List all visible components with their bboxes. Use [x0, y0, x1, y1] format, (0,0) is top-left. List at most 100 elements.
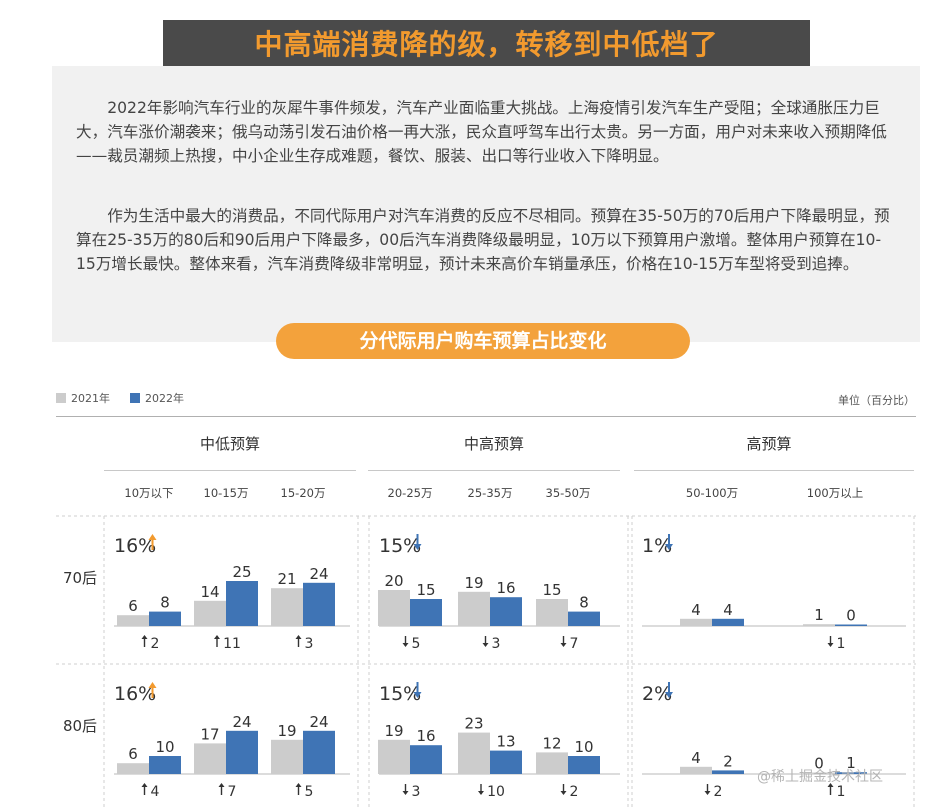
group-header-mid-low: 中低预算 [199, 435, 260, 453]
category-label: 25-35万 [467, 486, 513, 500]
bar-2022 [835, 624, 867, 626]
data-label-2022: 16 [416, 727, 435, 745]
group-divider [634, 470, 914, 471]
bar-2021 [536, 752, 568, 774]
bar-2022 [712, 770, 744, 774]
data-label-2022: 2 [723, 752, 733, 770]
data-label-2021: 19 [464, 574, 483, 592]
legend-swatch-2021 [56, 393, 66, 403]
unit-label: 单位（百分比） [838, 394, 915, 407]
change-label: 2 [714, 784, 723, 800]
group-divider [104, 470, 356, 471]
generation-label: 70后 [63, 569, 97, 587]
category-label: 20-25万 [387, 486, 433, 500]
legend-item-2022: 2022年 [130, 390, 184, 406]
arrow-down-icon [665, 544, 673, 550]
bar-2022 [835, 772, 867, 774]
category-label: 10-15万 [203, 486, 249, 500]
summary-value: 2% [642, 683, 672, 705]
watermark: @稀土掘金技术社区 [757, 769, 883, 785]
change-label: 3 [305, 636, 314, 652]
data-label-2022: 24 [309, 713, 328, 731]
bar-2022 [568, 756, 600, 774]
chart-title: 分代际用户购车预算占比变化 [276, 323, 690, 359]
data-label-2022: 0 [846, 607, 856, 625]
category-label: 15-20万 [280, 486, 326, 500]
data-label-2021: 14 [200, 583, 219, 601]
arrow-down-icon [704, 791, 711, 795]
bar-2021 [378, 590, 410, 626]
arrow-up-icon [141, 783, 148, 787]
bar-2021 [194, 600, 226, 626]
change-label: 3 [492, 636, 501, 652]
change-label: 2 [570, 784, 579, 800]
arrow-up-icon [214, 635, 220, 639]
intro-panel: 2022年影响汽车行业的灰犀牛事件频发，汽车产业面临重大挑战。上海疫情引发汽车生… [52, 66, 920, 342]
bar-2021 [271, 739, 303, 774]
data-label-2021: 23 [464, 715, 483, 733]
change-label: 4 [151, 784, 160, 800]
bar-2022 [568, 611, 600, 626]
summary-value: 1% [642, 535, 672, 557]
change-label: 11 [223, 636, 241, 652]
legend-label-2021: 2021年 [71, 392, 110, 405]
arrow-up-icon [218, 783, 225, 787]
bar-2022 [226, 730, 258, 774]
bar-2021 [680, 618, 712, 626]
arrow-down-icon [413, 544, 422, 550]
bar-2022 [490, 597, 522, 626]
arrow-up-icon [295, 635, 302, 639]
bar-2021 [458, 591, 490, 626]
data-label-2021: 19 [277, 722, 296, 740]
divider [56, 416, 916, 417]
bar-2021 [378, 739, 410, 774]
bar-2021 [117, 615, 149, 626]
data-label-2021: 6 [128, 597, 138, 615]
bar-2021 [194, 743, 226, 774]
data-label-2021: 4 [691, 601, 701, 619]
intro-paragraph-2: 作为生活中最大的消费品，不同代际用户对汽车消费的反应不尽相同。预算在35-50万… [76, 207, 890, 273]
group-header-high: 高预算 [746, 435, 792, 453]
change-label: 3 [412, 784, 421, 800]
legend-swatch-2022 [130, 393, 140, 403]
summary-value: 16% [114, 683, 156, 705]
category-label: 35-50万 [545, 486, 591, 500]
data-label-2022: 16 [496, 579, 515, 597]
data-label-2022: 15 [416, 581, 435, 599]
group-header-mid-high: 中高预算 [463, 435, 524, 453]
arrow-down-icon [827, 643, 834, 647]
generation-label: 80后 [63, 717, 97, 735]
change-label: 7 [228, 784, 237, 800]
category-label: 50-100万 [685, 486, 739, 500]
change-label: 5 [412, 636, 421, 652]
data-label-2021: 0 [814, 755, 824, 773]
data-label-2021: 12 [542, 734, 561, 752]
arrow-down-icon [560, 791, 567, 795]
bar-2022 [303, 730, 335, 774]
arrow-down-icon [560, 643, 567, 647]
bar-2021 [117, 763, 149, 774]
bar-2021 [271, 588, 303, 626]
data-label-2022: 10 [574, 738, 593, 756]
arrow-down-icon [402, 643, 409, 647]
arrow-up-icon [148, 534, 157, 540]
data-label-2021: 19 [384, 722, 403, 740]
arrow-up-icon [141, 635, 148, 639]
category-label: 10万以下 [124, 486, 174, 500]
legend: 2021年 2022年 [56, 390, 204, 406]
page-title: 中高端消费降的级，转移到中低档了 [163, 20, 810, 70]
category-label: 100万以上 [806, 486, 864, 500]
bar-2022 [712, 618, 744, 626]
change-label: 5 [305, 784, 314, 800]
group-divider [368, 470, 620, 471]
data-label-2021: 6 [128, 745, 138, 763]
data-label-2022: 4 [723, 601, 733, 619]
bar-2021 [803, 772, 835, 774]
data-label-2021: 21 [277, 570, 296, 588]
arrow-down-icon [482, 643, 489, 647]
arrow-up-icon [148, 682, 157, 688]
bar-2022 [410, 599, 442, 626]
arrow-up-icon [295, 783, 302, 787]
arrow-down-icon [665, 692, 673, 698]
data-label-2021: 15 [542, 581, 561, 599]
